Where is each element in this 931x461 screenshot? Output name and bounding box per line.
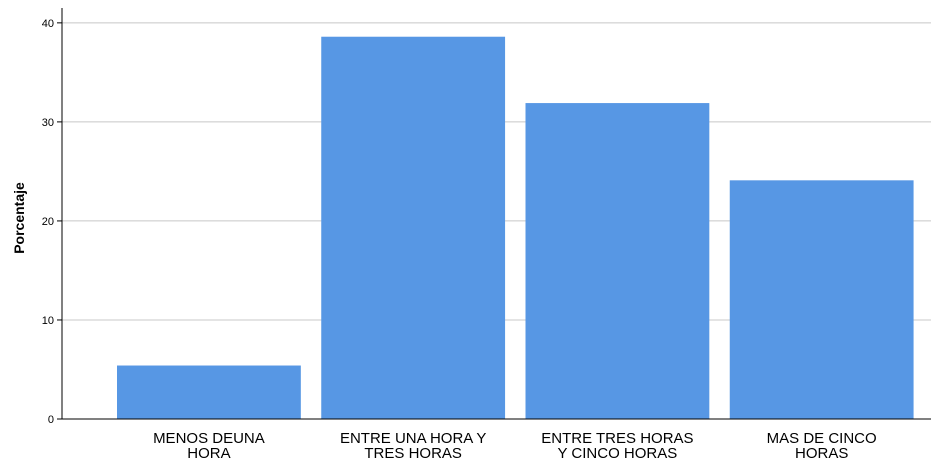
x-category-label: MENOS DEUNA [153,430,265,447]
y-tick-label: 10 [42,315,54,327]
bar [729,180,914,419]
bar [525,103,710,419]
x-category-label: HORAS [795,445,848,461]
x-category-label: HORA [187,445,230,461]
y-tick-label: 20 [42,216,54,228]
x-category-label: Y CINCO HORAS [558,445,678,461]
y-tick-label: 0 [48,414,54,426]
y-axis-title: Porcentaje [11,182,27,254]
bars [117,36,914,419]
bar [117,365,301,419]
bar [321,36,506,419]
x-category-label: ENTRE TRES HORAS [541,430,693,447]
y-tick-label: 40 [42,18,54,30]
y-tick-labels: 0 10 20 30 40 [42,18,62,426]
axes [61,8,931,420]
x-category-label: ENTRE UNA HORA Y [340,430,486,447]
x-category-label: MAS DE CINCO [767,430,877,447]
x-category-label: TRES HORAS [364,445,462,461]
y-tick-label: 30 [42,117,54,129]
